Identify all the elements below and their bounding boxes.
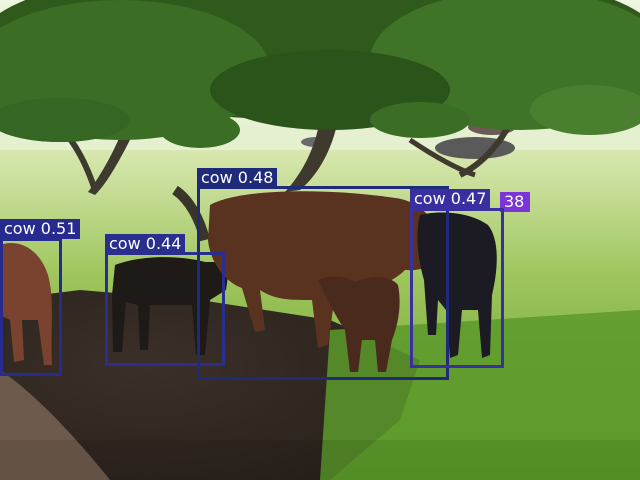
detection-box-cow-3 bbox=[197, 186, 449, 380]
tree-canopy bbox=[160, 112, 240, 148]
detection-label-partial: 38 bbox=[500, 192, 531, 212]
tree-canopy bbox=[0, 98, 130, 142]
tree-trunk-low bbox=[171, 185, 210, 242]
cow bbox=[0, 243, 52, 365]
cow bbox=[208, 191, 441, 348]
tree-canopy bbox=[370, 102, 470, 138]
detection-label-cow-2: cow 0.44 bbox=[105, 234, 186, 254]
tree-root bbox=[0, 370, 110, 480]
detection-label-cow-4: cow 0.47 bbox=[410, 189, 491, 209]
tree-branch bbox=[408, 137, 476, 178]
tree-canopy bbox=[530, 85, 640, 135]
detection-box-cow-4 bbox=[410, 208, 504, 368]
green-grass-front bbox=[320, 310, 640, 480]
cow bbox=[417, 212, 497, 358]
detection-label-cow-3: cow 0.48 bbox=[197, 168, 278, 188]
detection-box-cow-1 bbox=[0, 238, 62, 376]
detection-label-cow-1: cow 0.51 bbox=[0, 219, 81, 239]
cow bbox=[318, 276, 400, 372]
cow bbox=[112, 257, 230, 355]
